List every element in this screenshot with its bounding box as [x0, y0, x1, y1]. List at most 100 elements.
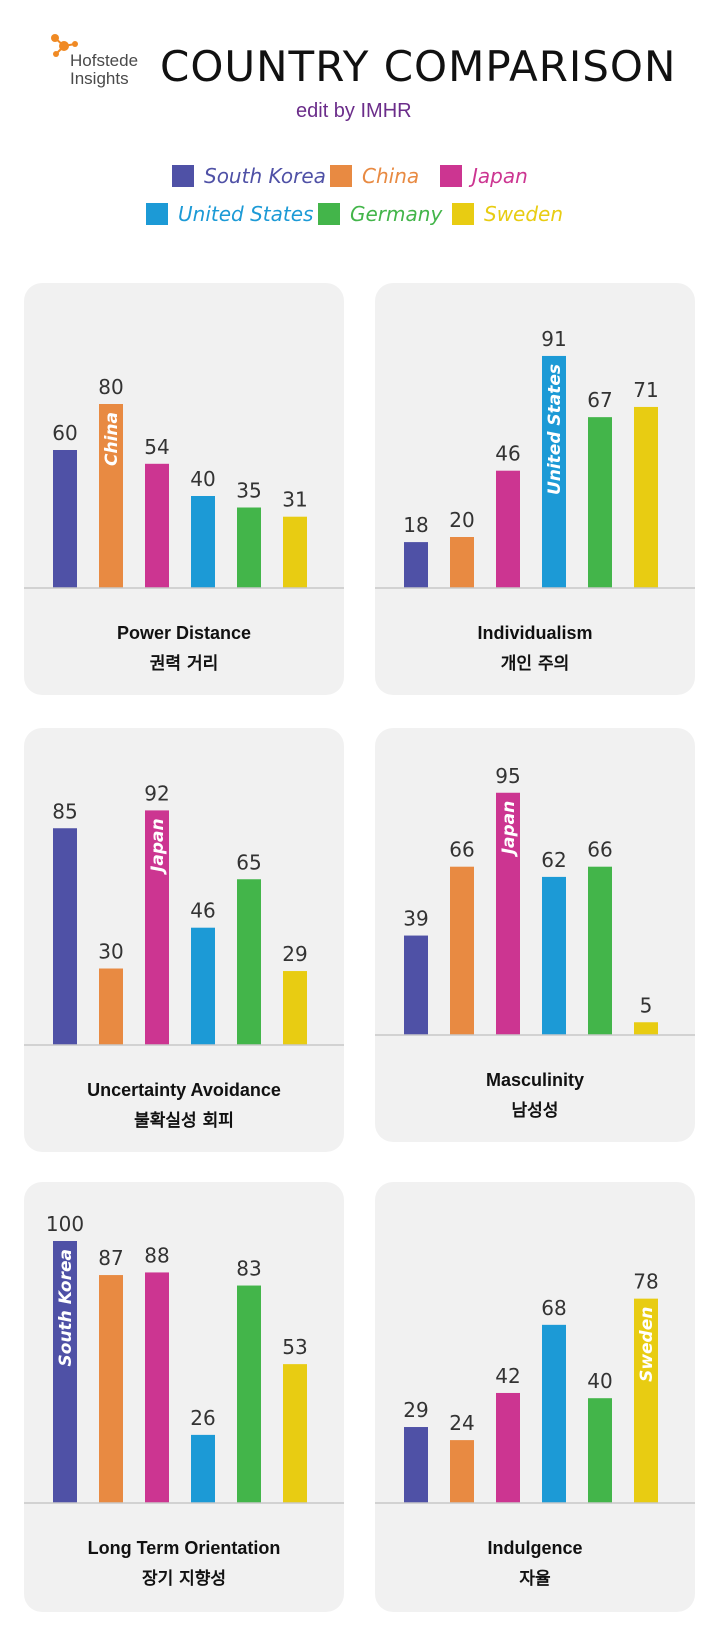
legend-item-south-korea: South Korea — [172, 162, 326, 190]
bar-united-states — [542, 1324, 566, 1503]
value-label-united-states: 26 — [190, 1406, 215, 1430]
bar-germany — [588, 1398, 612, 1503]
chart-subtitle: 불확실성 회피 — [134, 1111, 234, 1131]
value-label-germany: 35 — [236, 479, 261, 503]
bar-china — [99, 968, 123, 1045]
logo-line-1: Hofstede — [70, 51, 139, 70]
legend-label: China — [362, 164, 420, 188]
legend-swatch — [330, 165, 352, 187]
value-label-japan: 92 — [144, 781, 169, 805]
legend-label: South Korea — [204, 164, 326, 188]
value-label-south-korea: 18 — [403, 513, 428, 537]
value-label-japan: 42 — [495, 1364, 520, 1388]
bar-germany — [588, 866, 612, 1035]
bar-sweden — [634, 1022, 658, 1035]
bar-japan — [496, 1392, 520, 1503]
chart-subtitle: 남성성 — [511, 1101, 559, 1121]
chart-subtitle: 개인 주의 — [500, 654, 570, 674]
bar-south-korea — [404, 1427, 428, 1503]
value-label-sweden: 31 — [282, 488, 307, 512]
bar-country-label: China — [102, 412, 122, 466]
chart-title: Individualism — [477, 623, 593, 643]
value-label-germany: 40 — [587, 1369, 612, 1393]
bar-china — [99, 1275, 123, 1503]
legend-swatch — [146, 203, 168, 225]
legend-item-united-states: United States — [146, 200, 313, 228]
chart-title: Uncertainty Avoidance — [87, 1080, 281, 1100]
legend-item-japan: Japan — [440, 162, 528, 190]
bar-south-korea — [404, 935, 428, 1035]
bar-japan — [145, 810, 169, 1045]
value-label-china: 30 — [98, 940, 123, 964]
chart-svg: 60 80 China 54 40 35 31 — [24, 375, 344, 589]
bar-china — [99, 404, 123, 588]
bar-japan — [145, 1272, 169, 1503]
page-subtitle: edit by IMHR — [296, 100, 412, 122]
legend-label: Germany — [350, 202, 443, 226]
value-label-japan: 46 — [495, 442, 520, 466]
legend-swatch — [318, 203, 340, 225]
value-label-japan: 54 — [144, 435, 169, 459]
legend-item-germany: Germany — [318, 200, 442, 228]
bar-country-label: Japan — [499, 801, 519, 858]
bar-united-states — [542, 876, 566, 1035]
value-label-china: 80 — [98, 375, 123, 399]
bar-china — [450, 1440, 474, 1503]
value-label-china: 24 — [449, 1411, 474, 1435]
logo-line-2: Insights — [70, 69, 129, 88]
bar-united-states — [191, 1434, 215, 1503]
value-label-south-korea: 60 — [52, 421, 77, 445]
chart-panel-power-distance: 60 80 China 54 40 35 31 Power Distance 권력 거리 — [24, 283, 344, 695]
chart-panel-individualism: 18 20 46 91 United States 67 71 Individualism … — [375, 283, 695, 695]
value-label-sweden: 78 — [633, 1270, 658, 1294]
bar-china — [450, 537, 474, 588]
bar-united-states — [191, 927, 215, 1045]
bar-united-states — [191, 496, 215, 588]
legend-swatch — [172, 165, 194, 187]
value-label-china: 87 — [98, 1246, 123, 1270]
value-label-sweden: 71 — [633, 378, 658, 402]
value-label-south-korea: 29 — [403, 1398, 428, 1422]
molecule-icon — [51, 34, 78, 57]
chart-subtitle: 권력 거리 — [149, 654, 219, 674]
chart-panel-masculinity: 39 66 95 Japan 62 66 5 Masculinity 남성성 — [375, 728, 695, 1142]
chart-svg: 18 20 46 91 United States 67 71 — [375, 327, 695, 589]
legend-item-china: China — [330, 162, 419, 190]
chart-subtitle: 장기 지향성 — [141, 1569, 227, 1589]
value-label-south-korea: 39 — [403, 907, 428, 931]
bar-south-korea — [404, 542, 428, 588]
page-title: COUNTRY COMPARISON — [160, 42, 677, 91]
bar-sweden — [634, 406, 658, 588]
legend-swatch — [452, 203, 474, 225]
value-label-germany: 66 — [587, 838, 612, 862]
legend-label: Sweden — [484, 202, 564, 226]
value-label-sweden: 5 — [640, 993, 653, 1017]
bar-germany — [237, 1285, 261, 1503]
bar-south-korea — [53, 1241, 77, 1503]
bar-japan — [496, 792, 520, 1035]
chart-panel-long-term-orientation: 100 South Korea 87 88 26 83 53 Long Term Orien… — [24, 1182, 344, 1612]
chart-svg: 100 South Korea 87 88 26 83 53 — [24, 1212, 344, 1504]
value-label-united-states: 91 — [541, 327, 566, 351]
value-label-south-korea: 100 — [46, 1212, 84, 1236]
value-label-sweden: 53 — [282, 1335, 307, 1359]
chart-svg: 29 24 42 68 40 78 Sweden — [375, 1270, 695, 1504]
chart-title: Indulgence — [487, 1538, 583, 1558]
chart-title: Masculinity — [485, 1070, 585, 1090]
value-label-sweden: 29 — [282, 942, 307, 966]
legend-label: Japan — [472, 164, 528, 188]
bar-sweden — [634, 1298, 658, 1503]
bar-country-label: Sweden — [637, 1307, 657, 1382]
value-label-germany: 67 — [587, 388, 612, 412]
chart-svg: 39 66 95 Japan 62 66 5 — [375, 764, 695, 1036]
chart-title: Long Term Orientation — [87, 1538, 281, 1558]
bar-sweden — [283, 1364, 307, 1503]
value-label-united-states: 40 — [190, 467, 215, 491]
chart-subtitle: 자율 — [519, 1569, 551, 1589]
chart-panel-uncertainty-avoidance: 85 30 92 Japan 46 65 29 Uncertainty Avoidance … — [24, 728, 344, 1152]
value-label-united-states: 68 — [541, 1296, 566, 1320]
bar-germany — [588, 417, 612, 588]
bar-south-korea — [53, 450, 77, 588]
value-label-south-korea: 85 — [52, 799, 77, 823]
bar-united-states — [542, 355, 566, 588]
